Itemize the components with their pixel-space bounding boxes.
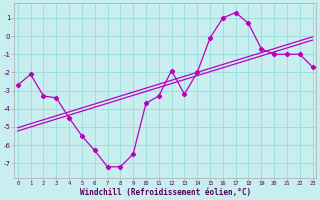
X-axis label: Windchill (Refroidissement éolien,°C): Windchill (Refroidissement éolien,°C) (80, 188, 251, 197)
